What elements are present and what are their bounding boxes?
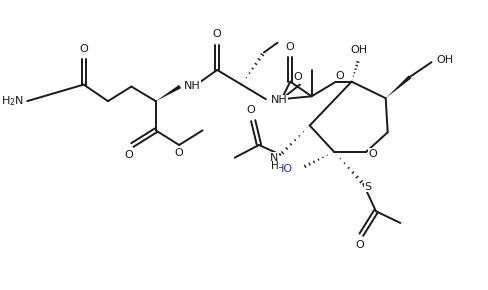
- Text: O: O: [354, 240, 363, 250]
- Text: O: O: [79, 44, 88, 54]
- Text: OH: OH: [435, 55, 452, 65]
- Text: H$_2$N: H$_2$N: [1, 94, 24, 108]
- Text: HO: HO: [275, 164, 292, 174]
- Text: O: O: [124, 150, 133, 160]
- Text: NH: NH: [270, 95, 287, 105]
- Text: NH: NH: [183, 81, 201, 90]
- Text: O: O: [246, 105, 255, 115]
- Text: O: O: [335, 71, 344, 81]
- Polygon shape: [156, 85, 181, 101]
- Polygon shape: [385, 75, 410, 98]
- Text: OH: OH: [350, 44, 367, 55]
- Text: O: O: [285, 41, 294, 52]
- Text: H: H: [270, 162, 278, 171]
- Text: O: O: [293, 72, 302, 82]
- Text: O: O: [368, 149, 377, 159]
- Text: S: S: [364, 182, 371, 192]
- Text: O: O: [174, 148, 183, 158]
- Text: O: O: [212, 29, 221, 39]
- Text: N: N: [269, 153, 278, 163]
